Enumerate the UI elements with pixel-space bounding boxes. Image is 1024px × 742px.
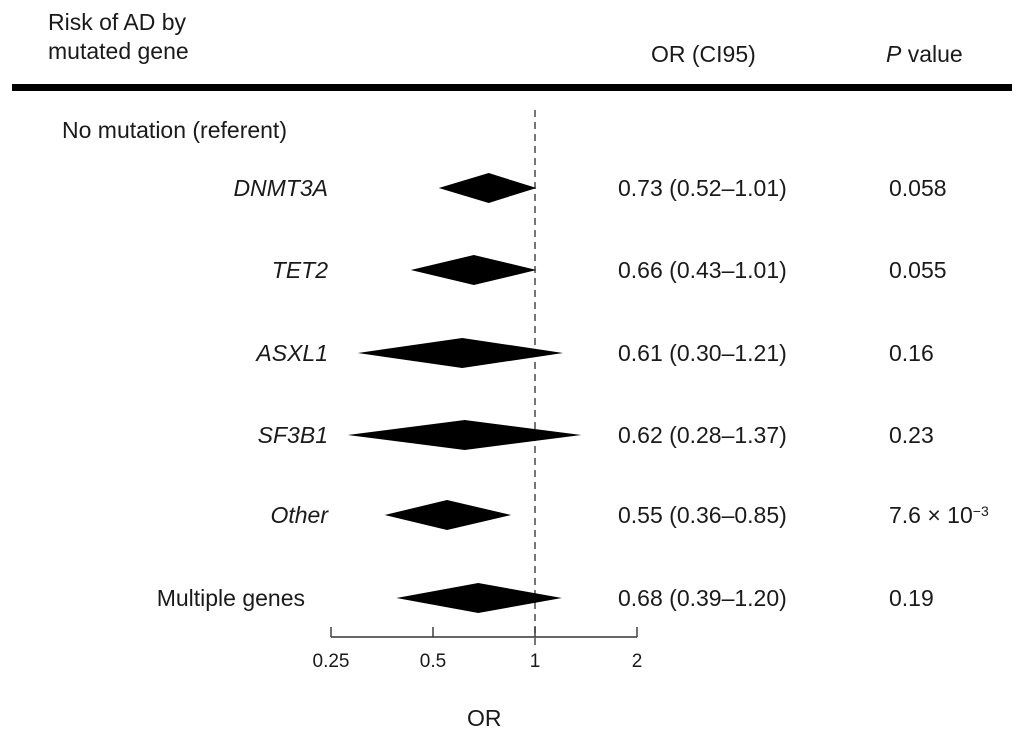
p-value: 7.6 × 10−3 <box>889 501 989 529</box>
p-value: 0.058 <box>889 174 947 202</box>
row-label: DNMT3A <box>233 175 328 201</box>
p-value: 0.19 <box>889 584 934 612</box>
x-tick-label: 2 <box>632 651 643 672</box>
or-diamond <box>357 338 564 368</box>
row-label: ASXL1 <box>256 340 328 366</box>
risk-header-line1: Risk of AD by <box>48 9 187 35</box>
x-axis-label: OR <box>467 705 502 731</box>
x-tick-label: 0.25 <box>313 651 350 672</box>
p-value-header: P value <box>886 40 963 69</box>
or-diamond <box>438 173 537 203</box>
or-ci-value: 0.55 (0.36–0.85) <box>618 502 787 528</box>
or-ci-value: 0.62 (0.28–1.37) <box>618 422 787 448</box>
row-label: Other <box>270 502 328 528</box>
p-value-exponent: −3 <box>972 503 989 519</box>
x-tick-label: 0.5 <box>420 651 446 672</box>
p-value-base: 0.055 <box>889 257 947 283</box>
or-ci-value: 0.66 (0.43–1.01) <box>618 257 787 283</box>
p-value-header-rest: value <box>901 41 963 67</box>
x-tick-label: 1 <box>530 651 541 672</box>
referent-label: No mutation (referent) <box>62 117 287 143</box>
or-ci-value: 0.73 (0.52–1.01) <box>618 175 787 201</box>
p-value-header-p: P <box>886 41 902 67</box>
p-value-base: 7.6 × 10 <box>889 502 973 528</box>
risk-header: Risk of AD by mutated gene <box>48 8 348 66</box>
p-value: 0.23 <box>889 421 934 449</box>
or-diamond <box>410 255 537 285</box>
p-value-base: 0.058 <box>889 175 947 201</box>
p-value: 0.055 <box>889 256 947 284</box>
p-value-base: 0.23 <box>889 422 934 448</box>
or-diamond <box>396 583 562 613</box>
row-label: Multiple genes <box>156 585 305 611</box>
row-label: TET2 <box>271 257 328 283</box>
row-label: SF3B1 <box>257 422 328 448</box>
or-ci-header: OR (CI95) <box>651 41 756 67</box>
or-diamond <box>347 420 582 450</box>
or-ci-value: 0.61 (0.30–1.21) <box>618 340 787 366</box>
p-value: 0.16 <box>889 339 934 367</box>
or-ci-value: 0.68 (0.39–1.20) <box>618 585 787 611</box>
p-value-base: 0.19 <box>889 585 934 611</box>
p-value-base: 0.16 <box>889 340 934 366</box>
header-rule <box>12 84 1012 91</box>
risk-header-line2: mutated gene <box>48 38 189 64</box>
or-diamond <box>384 500 512 530</box>
